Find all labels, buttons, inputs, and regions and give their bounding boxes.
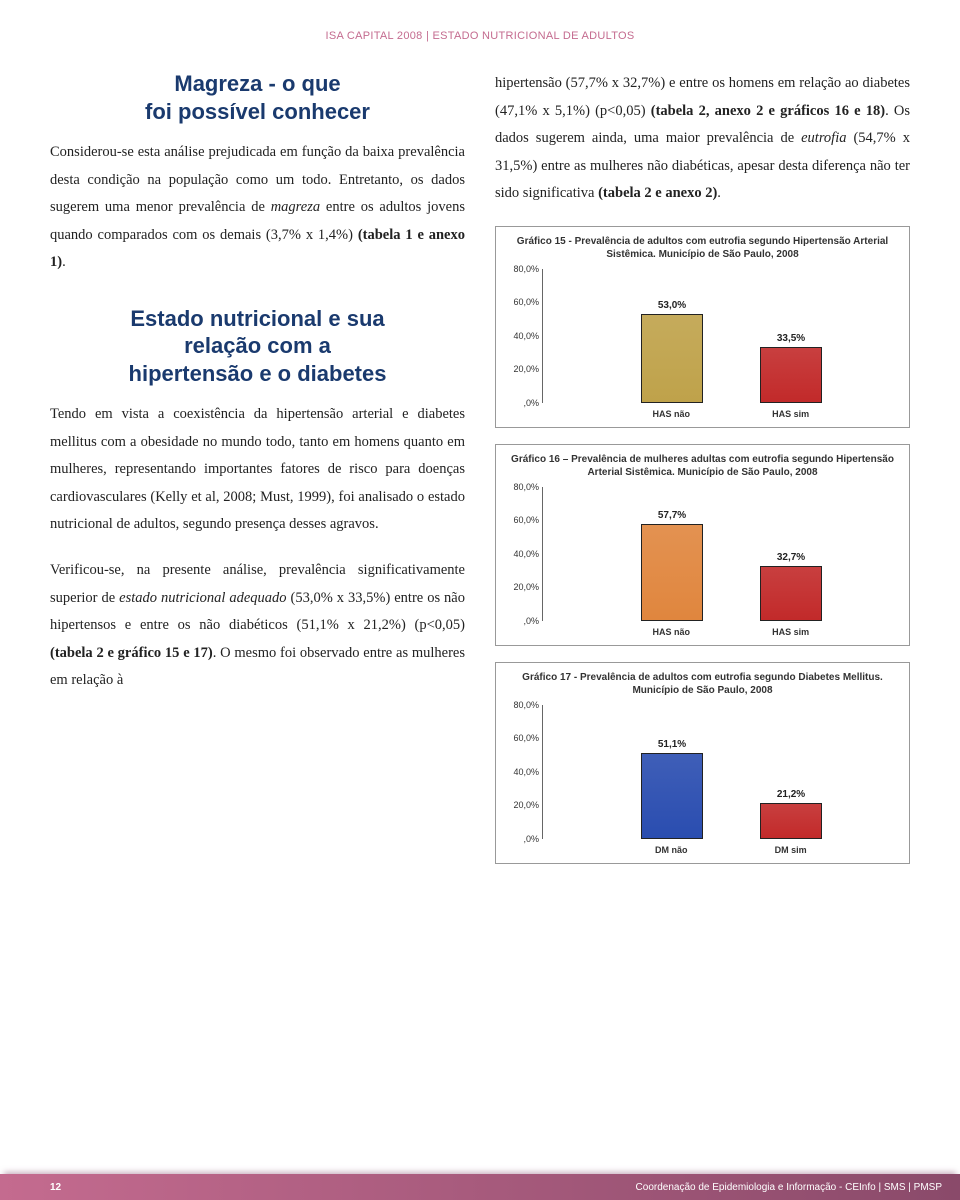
page-footer: 12 Coordenação de Epidemiologia e Inform…	[0, 1174, 960, 1200]
text-italic: magreza	[271, 199, 320, 215]
ytick: 80,0%	[507, 482, 539, 492]
bar-value-label: 53,0%	[658, 300, 686, 311]
bar-value-label: 51,1%	[658, 739, 686, 750]
bar: 32,7%	[760, 566, 822, 621]
heading-estado-nutricional: Estado nutricional e sua relação com a h…	[50, 305, 465, 388]
bar: 57,7%	[641, 524, 703, 621]
x-axis-label: DM sim	[775, 845, 807, 855]
x-axis-label: HAS sim	[772, 627, 809, 637]
para-right-1: hipertensão (57,7% x 32,7%) e entre os h…	[495, 70, 910, 208]
left-column: Magreza - o que foi possível conhecer Co…	[50, 70, 465, 880]
text-italic: estado nutricional adequado	[119, 590, 286, 606]
ytick: 40,0%	[507, 767, 539, 777]
bar-value-label: 33,5%	[777, 333, 805, 344]
para-estado-1: Tendo em vista a coexistência da hiperte…	[50, 401, 465, 539]
ytick: 20,0%	[507, 364, 539, 374]
text-bold: (tabela 2 e anexo 2)	[598, 185, 717, 201]
ytick: 60,0%	[507, 733, 539, 743]
ytick: ,0%	[507, 616, 539, 626]
chart-16-area: 80,0%60,0%40,0%20,0%,0%57,7%32,7%HAS não…	[542, 487, 893, 637]
page-header: ISA CAPITAL 2008 | ESTADO NUTRICIONAL DE…	[50, 30, 910, 42]
ytick: ,0%	[507, 834, 539, 844]
ytick: 60,0%	[507, 297, 539, 307]
content-columns: Magreza - o que foi possível conhecer Co…	[50, 70, 910, 880]
text: .	[717, 185, 721, 201]
x-axis-label: HAS não	[653, 627, 691, 637]
ytick: 60,0%	[507, 515, 539, 525]
chart-17-title: Gráfico 17 - Prevalência de adultos com …	[506, 671, 899, 697]
ytick: 80,0%	[507, 264, 539, 274]
ytick: 80,0%	[507, 700, 539, 710]
ytick: 20,0%	[507, 582, 539, 592]
bar: 51,1%	[641, 753, 703, 839]
heading-magreza: Magreza - o que foi possível conhecer	[50, 70, 465, 125]
bar-value-label: 32,7%	[777, 552, 805, 563]
chart-16-title: Gráfico 16 – Prevalência de mulheres adu…	[506, 453, 899, 479]
footer-credit: Coordenação de Epidemiologia e Informaçã…	[636, 1182, 942, 1193]
bar: 53,0%	[641, 314, 703, 403]
ytick: 40,0%	[507, 549, 539, 559]
text-italic: eutrofia	[801, 130, 846, 146]
right-column: hipertensão (57,7% x 32,7%) e entre os h…	[495, 70, 910, 880]
page-number: 12	[50, 1182, 61, 1193]
ytick: 40,0%	[507, 331, 539, 341]
text-bold: (tabela 2 e gráfico 15 e 17)	[50, 645, 213, 661]
bar-value-label: 21,2%	[777, 789, 805, 800]
chart-15-area: 80,0%60,0%40,0%20,0%,0%53,0%33,5%HAS não…	[542, 269, 893, 419]
x-axis-label: HAS sim	[772, 409, 809, 419]
bar: 33,5%	[760, 347, 822, 403]
text-bold: (tabela 2, anexo 2 e gráficos 16 e 18)	[651, 103, 885, 119]
text: .	[62, 254, 66, 270]
para-magreza: Considerou-se esta análise prejudicada e…	[50, 139, 465, 277]
ytick: ,0%	[507, 398, 539, 408]
chart-17-area: 80,0%60,0%40,0%20,0%,0%51,1%21,2%DM nãoD…	[542, 705, 893, 855]
x-axis-label: DM não	[655, 845, 688, 855]
chart-15: Gráfico 15 - Prevalência de adultos com …	[495, 226, 910, 428]
chart-16: Gráfico 16 – Prevalência de mulheres adu…	[495, 444, 910, 646]
x-axis-label: HAS não	[653, 409, 691, 419]
chart-15-title: Gráfico 15 - Prevalência de adultos com …	[506, 235, 899, 261]
chart-17: Gráfico 17 - Prevalência de adultos com …	[495, 662, 910, 864]
bar: 21,2%	[760, 803, 822, 839]
ytick: 20,0%	[507, 800, 539, 810]
para-estado-2: Verificou-se, na presente análise, preva…	[50, 557, 465, 695]
bar-value-label: 57,7%	[658, 510, 686, 521]
